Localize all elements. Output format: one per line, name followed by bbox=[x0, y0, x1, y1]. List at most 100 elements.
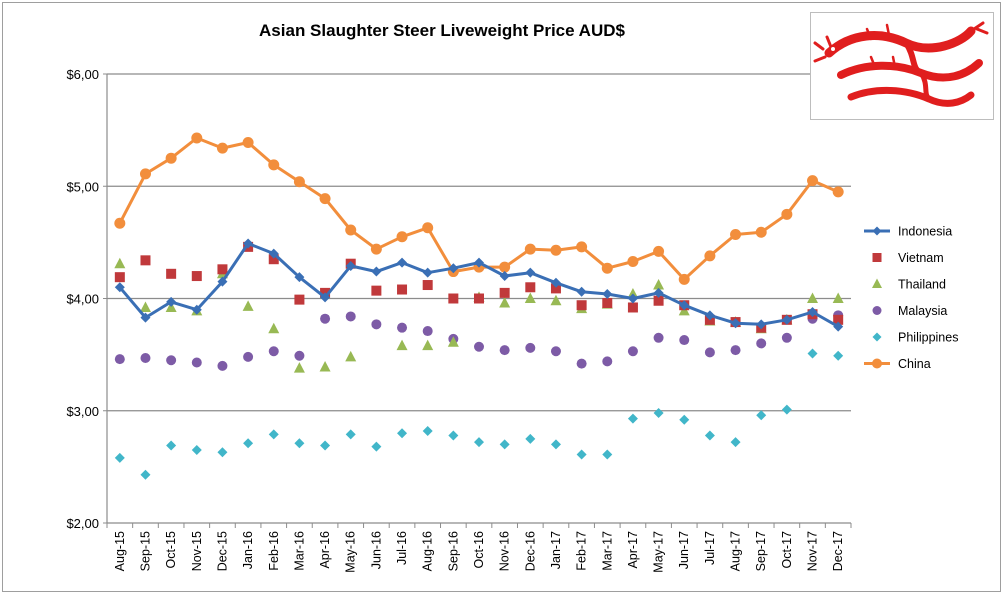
point-malaysia bbox=[602, 356, 613, 367]
y-tick-label: $5,00 bbox=[66, 179, 99, 194]
point-vietnam bbox=[422, 280, 433, 291]
grid-lines bbox=[107, 73, 851, 412]
point-vietnam bbox=[550, 283, 561, 294]
point-vietnam bbox=[140, 255, 151, 266]
x-tick-label: Sep-15 bbox=[138, 531, 152, 571]
point-malaysia bbox=[114, 354, 125, 365]
point-thailand bbox=[396, 339, 408, 351]
point-china bbox=[191, 132, 203, 144]
point-indonesia bbox=[243, 238, 254, 249]
legend-label: Thailand bbox=[898, 278, 946, 292]
point-thailand bbox=[114, 257, 126, 269]
point-philippines bbox=[474, 437, 484, 448]
y-tick-label: $4,00 bbox=[66, 292, 99, 307]
point-indonesia bbox=[576, 286, 587, 297]
point-malaysia bbox=[704, 347, 715, 358]
point-indonesia bbox=[217, 276, 228, 287]
series-layer bbox=[114, 132, 844, 480]
point-philippines bbox=[602, 449, 613, 460]
point-china bbox=[293, 176, 305, 188]
point-vietnam bbox=[268, 254, 279, 265]
point-malaysia bbox=[191, 357, 202, 368]
point-philippines bbox=[499, 439, 510, 450]
point-china bbox=[755, 226, 767, 238]
x-tick-label: Aug-15 bbox=[113, 531, 127, 571]
legend-marker bbox=[872, 306, 882, 315]
point-thailand bbox=[832, 292, 844, 303]
point-philippines bbox=[217, 447, 228, 458]
point-philippines bbox=[833, 350, 844, 361]
point-china bbox=[524, 243, 536, 255]
point-china bbox=[550, 244, 562, 256]
point-china bbox=[499, 261, 511, 273]
point-malaysia bbox=[166, 355, 177, 366]
point-china bbox=[807, 175, 819, 187]
legend-item-thailand: Thailand bbox=[872, 278, 946, 292]
point-vietnam bbox=[474, 293, 484, 304]
x-tick-label: Nov-15 bbox=[190, 531, 204, 571]
x-tick-label: Nov-16 bbox=[498, 531, 512, 571]
point-vietnam bbox=[499, 287, 510, 298]
point-indonesia bbox=[268, 248, 279, 259]
point-china bbox=[216, 142, 228, 154]
point-malaysia bbox=[217, 360, 228, 371]
point-malaysia bbox=[627, 346, 638, 357]
point-philippines bbox=[114, 452, 125, 463]
point-vietnam bbox=[833, 314, 844, 325]
legend-marker bbox=[872, 332, 882, 342]
legend-label: Indonesia bbox=[898, 225, 952, 239]
point-indonesia bbox=[704, 310, 715, 321]
point-philippines bbox=[448, 430, 459, 441]
legend-label: Vietnam bbox=[898, 251, 944, 265]
x-tick-label: Aug-17 bbox=[729, 531, 743, 571]
point-indonesia bbox=[525, 267, 536, 278]
x-tick-label: Jan-16 bbox=[241, 531, 255, 569]
chart-title: Asian Slaughter Steer Liveweight Price A… bbox=[259, 21, 625, 40]
point-malaysia bbox=[243, 351, 254, 362]
point-indonesia bbox=[653, 287, 664, 298]
point-indonesia bbox=[602, 289, 613, 300]
point-philippines bbox=[550, 439, 561, 450]
point-malaysia bbox=[756, 338, 767, 349]
x-tick-label: Apr-16 bbox=[318, 531, 332, 569]
point-philippines bbox=[371, 441, 382, 452]
point-vietnam bbox=[525, 282, 536, 293]
point-philippines bbox=[166, 440, 177, 451]
point-philippines bbox=[730, 437, 741, 448]
x-tick-label: Oct-17 bbox=[780, 531, 794, 569]
point-indonesia bbox=[422, 267, 433, 278]
point-malaysia bbox=[371, 319, 382, 330]
legend-item-philippines: Philippines bbox=[872, 331, 958, 345]
point-indonesia bbox=[114, 282, 125, 293]
point-philippines bbox=[704, 430, 715, 441]
point-philippines bbox=[268, 429, 279, 440]
point-philippines bbox=[345, 429, 356, 440]
x-tick-label: Jan-17 bbox=[549, 531, 563, 569]
point-philippines bbox=[807, 348, 818, 359]
legend-item-vietnam: Vietnam bbox=[872, 251, 944, 265]
point-china bbox=[165, 152, 177, 164]
series-thailand bbox=[114, 257, 844, 373]
point-vietnam bbox=[448, 293, 459, 304]
point-indonesia bbox=[397, 257, 408, 268]
point-indonesia bbox=[627, 293, 638, 304]
point-vietnam bbox=[576, 300, 587, 311]
y-tick-label: $2,00 bbox=[66, 516, 99, 531]
point-philippines bbox=[191, 445, 202, 456]
point-china bbox=[242, 136, 254, 148]
x-tick-label: Oct-15 bbox=[164, 531, 178, 569]
point-vietnam bbox=[217, 264, 228, 275]
point-vietnam bbox=[114, 272, 125, 283]
point-thailand bbox=[139, 301, 151, 312]
x-tick-label: Dec-15 bbox=[215, 531, 229, 571]
point-philippines bbox=[140, 469, 151, 480]
y-tick-label: $6,00 bbox=[66, 67, 99, 82]
legend-item-malaysia: Malaysia bbox=[872, 304, 947, 318]
legend-marker bbox=[872, 358, 882, 369]
x-tick-label: May-16 bbox=[344, 531, 358, 573]
point-thailand bbox=[345, 350, 357, 362]
y-tick-label: $3,00 bbox=[66, 404, 99, 419]
point-china bbox=[704, 250, 716, 262]
x-tick-label: Dec-16 bbox=[523, 531, 537, 571]
point-malaysia bbox=[679, 335, 690, 346]
